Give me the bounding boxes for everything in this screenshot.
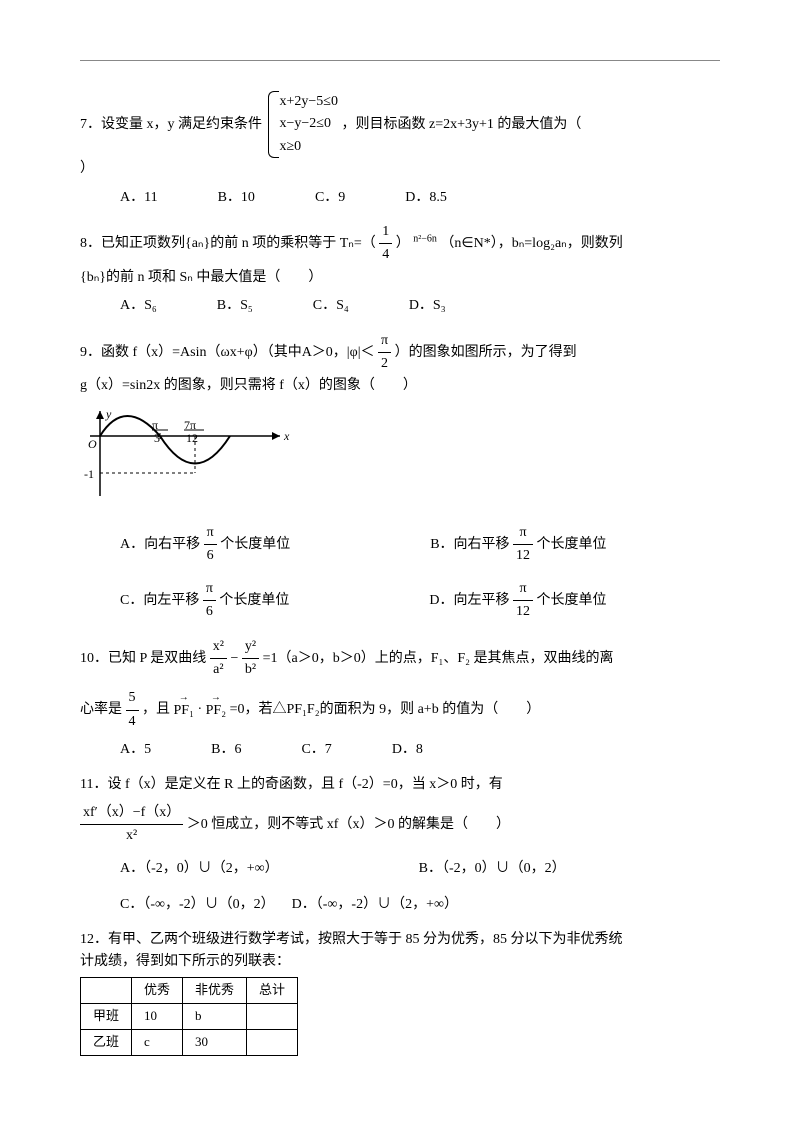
table-header-row: 优秀 非优秀 总计 <box>81 978 298 1004</box>
svg-text:-1: -1 <box>84 467 94 481</box>
q10-ecc: 54 <box>126 687 139 733</box>
q7-text-after: ，则目标函数 z=2x+3y+1 的最大值为（ <box>341 117 581 132</box>
q9-optA: A．向右平移 π6 个长度单位 <box>120 522 290 568</box>
question-11: 11．设 f（x）是定义在 R 上的奇函数，且 f（-2）=0，当 x＞0 时，… <box>80 774 720 917</box>
q10-text2b: ，且 <box>142 703 170 718</box>
q7-optB: B．10 <box>218 187 255 209</box>
q11-options-row1: A．（-2，0）∪（2，+∞） B．（-2，0）∪（0，2） <box>80 858 720 880</box>
q9-optB: B．向右平移 π12 个长度单位 <box>430 522 606 568</box>
q8-line2: {bₙ}的前 n 项和 Sₙ 中最大值是（ ） <box>80 267 720 289</box>
table-row: 乙班 c 30 <box>81 1029 298 1055</box>
q7-optD: D．8.5 <box>405 187 447 209</box>
q10-fracx: x²a² <box>210 636 227 682</box>
q9-text2: ）的图象如图所示，为了得到 <box>395 345 577 360</box>
q10-text1: 10．已知 P 是双曲线 <box>80 651 206 666</box>
question-8: 8．已知正项数列{aₙ}的前 n 项的乘积等于 Tₙ=（ 1 4 ） n²−6n… <box>80 221 720 318</box>
table-h2: 非优秀 <box>183 978 247 1004</box>
q10-options: A．5 B．6 C．7 D．8 <box>80 739 720 761</box>
q8-optC: C．S₄ <box>313 295 349 317</box>
q9-options-row1: A．向右平移 π6 个长度单位 B．向右平移 π12 个长度单位 <box>80 522 720 568</box>
question-10: 10．已知 P 是双曲线 x²a² − y²b² =1（a＞0，b＞0）上的点，… <box>80 636 720 762</box>
sine-graph: x y O π 3 7π 12 -1 <box>80 406 720 514</box>
q8-exp: n²−6n <box>413 233 437 244</box>
question-7: 7．设变量 x，y 满足约束条件 x+2y−5≤0 x−y−2≤0 x≥0 ，则… <box>80 91 720 209</box>
q7-tail: ） <box>80 158 720 180</box>
question-9: 9．函数 f（x）=Asin（ωx+φ）（其中A＞0，|φ|＜ π 2 ）的图象… <box>80 330 720 624</box>
q8-text2: （n∈N*），bₙ=log₂aₙ，则数列 <box>440 236 622 251</box>
q8-optB: B．S₅ <box>217 295 253 317</box>
q8-frac: 1 4 <box>379 221 392 267</box>
q10-eq: =1（a＞0，b＞0）上的点，F₁、F₂ 是其焦点，双曲线的离 <box>263 651 614 666</box>
q9-optD: D．向左平移 π12 个长度单位 <box>429 578 606 624</box>
q7-text-before: 7．设变量 x，y 满足约束条件 <box>80 117 262 132</box>
q8-optA: A．S₆ <box>120 295 157 317</box>
sine-graph-svg: x y O π 3 7π 12 -1 <box>80 406 290 506</box>
q8-optD: D．S₃ <box>409 295 446 317</box>
q9-line2: g（x）=sin2x 的图象，则只需将 f（x）的图象（ ） <box>80 375 720 397</box>
q12-line1: 12．有甲、乙两个班级进行数学考试，按照大于等于 85 分为优秀，85 分以下为… <box>80 929 720 951</box>
table-h3: 总计 <box>247 978 298 1004</box>
vec-pf2: PF₂ <box>206 700 226 722</box>
constraint-2: x−y−2≤0 <box>280 113 338 135</box>
q9-optC: C．向左平移 π6 个长度单位 <box>120 578 289 624</box>
q11-line1: 11．设 f（x）是定义在 R 上的奇函数，且 f（-2）=0，当 x＞0 时，… <box>80 774 720 796</box>
q9-options-row2: C．向左平移 π6 个长度单位 D．向左平移 π12 个长度单位 <box>80 578 720 624</box>
q7-options: A．11 B．10 C．9 D．8.5 <box>80 187 720 209</box>
svg-text:y: y <box>105 407 112 421</box>
table-row: 甲班 10 b <box>81 1004 298 1030</box>
q8-text1: 8．已知正项数列{aₙ}的前 n 项的乘积等于 Tₙ=（ <box>80 236 376 251</box>
q11-frac: xf′（x）−f（x） x² <box>80 802 183 848</box>
q10-text2a: 心率是 <box>80 703 122 718</box>
q11-options-row2: C．（-∞，-2）∪（0，2） D．（-∞，-2）∪（2，+∞） <box>80 894 720 916</box>
q12-line2: 计成绩，得到如下所示的列联表： <box>80 951 720 973</box>
q7-optC: C．9 <box>315 187 345 209</box>
constraint-system: x+2y−5≤0 x−y−2≤0 x≥0 <box>266 91 338 158</box>
q10-optD: D．8 <box>392 739 423 761</box>
q7-optA: A．11 <box>120 187 158 209</box>
q8-paren-close: ） <box>396 236 410 251</box>
q11-optB: B．（-2，0）∪（0，2） <box>419 858 566 880</box>
table-h1: 优秀 <box>132 978 183 1004</box>
table-h0 <box>81 978 132 1004</box>
contingency-table: 优秀 非优秀 总计 甲班 10 b 乙班 c 30 <box>80 977 298 1055</box>
q9-frac: π 2 <box>378 330 391 376</box>
q11-optD: D．（-∞，-2）∪（2，+∞） <box>292 897 458 912</box>
q10-text2c: =0，若△PF₁F₂的面积为 9，则 a+b 的值为（ ） <box>230 703 541 718</box>
svg-text:O: O <box>88 437 97 451</box>
svg-text:x: x <box>283 429 290 443</box>
q10-optA: A．5 <box>120 739 151 761</box>
svg-text:3: 3 <box>154 431 160 445</box>
q8-options: A．S₆ B．S₅ C．S₄ D．S₃ <box>80 295 720 317</box>
constraint-3: x≥0 <box>280 136 338 158</box>
q11-optA: A．（-2，0）∪（2，+∞） <box>120 858 279 880</box>
vec-pf1: PF₁ <box>174 700 194 722</box>
q10-optB: B．6 <box>211 739 241 761</box>
q11-optC: C．（-∞，-2）∪（0，2） <box>120 897 275 912</box>
constraint-1: x+2y−5≤0 <box>280 91 338 113</box>
q10-fracy: y²b² <box>242 636 259 682</box>
svg-text:12: 12 <box>186 431 198 445</box>
q11-line2: ＞0 恒成立，则不等式 xf（x）＞0 的解集是（ ） <box>187 817 510 832</box>
q9-text1: 9．函数 f（x）=Asin（ωx+φ）（其中A＞0，|φ|＜ <box>80 345 375 360</box>
q10-optC: C．7 <box>301 739 331 761</box>
question-12: 12．有甲、乙两个班级进行数学考试，按照大于等于 85 分为优秀，85 分以下为… <box>80 929 720 1056</box>
